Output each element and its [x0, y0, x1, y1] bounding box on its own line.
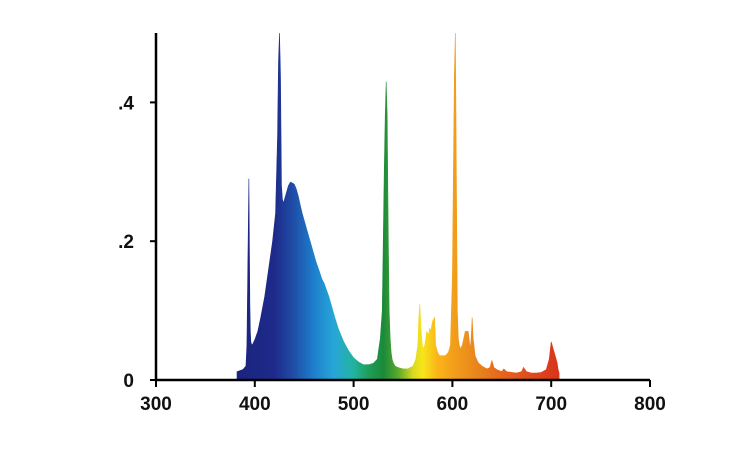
spectrum-area-layer	[236, 33, 560, 381]
y-tick-label: .2	[118, 232, 134, 253]
x-tick-label: 600	[437, 394, 469, 415]
y-tick-label: 0	[123, 371, 134, 392]
y-axis-ticks: 0 .2 .4	[118, 93, 156, 392]
x-tick-label: 400	[239, 394, 271, 415]
y-tick-label: .4	[118, 93, 134, 114]
x-tick-label: 500	[338, 394, 370, 415]
x-tick-label: 800	[634, 394, 666, 415]
x-axis-ticks: 300 400 500 600 700 800	[140, 380, 666, 415]
x-tick-label: 300	[140, 394, 172, 415]
x-tick-label: 700	[535, 394, 567, 415]
spectrum-area-0	[236, 33, 560, 381]
